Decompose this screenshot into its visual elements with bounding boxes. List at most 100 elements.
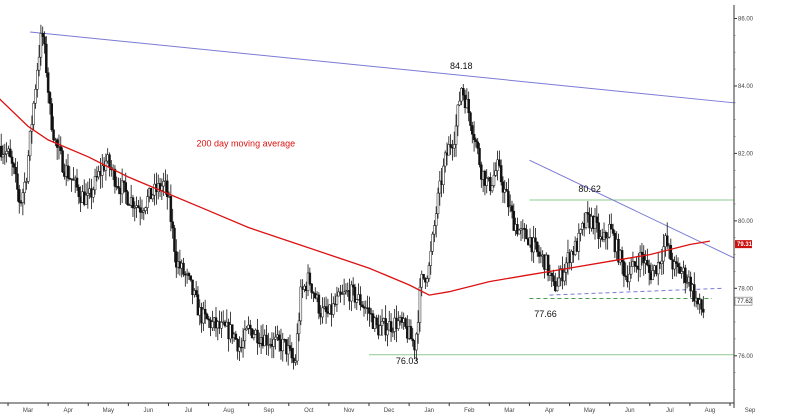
short-term-resistance — [529, 159, 735, 259]
candle — [427, 262, 431, 282]
candle — [288, 334, 292, 352]
candle — [86, 181, 90, 209]
y-axis: 86.00 84.00 82.00 80.00 78.00 76.00 79.31 77.62 — [734, 16, 754, 390]
candle — [43, 31, 46, 54]
candle — [610, 213, 613, 230]
candle — [534, 227, 537, 250]
long-term-resistance — [30, 31, 735, 104]
candle — [292, 347, 295, 370]
candle — [144, 206, 147, 215]
candle — [175, 239, 178, 278]
moving-average: 200 day moving average — [0, 97, 711, 296]
candle — [220, 311, 223, 339]
candle — [243, 320, 247, 349]
candle — [133, 201, 137, 222]
candle — [12, 161, 16, 175]
candle — [505, 181, 508, 192]
x-tick-label: Sep — [263, 408, 274, 414]
candle — [680, 266, 683, 279]
candle — [454, 114, 458, 157]
candle — [525, 224, 528, 240]
candle — [25, 177, 28, 190]
candle — [205, 312, 209, 320]
candle — [126, 189, 129, 206]
candle — [140, 199, 144, 220]
candle — [194, 281, 198, 298]
candle — [586, 201, 590, 223]
candle — [646, 248, 649, 267]
candle — [416, 310, 420, 344]
candle — [45, 36, 48, 78]
candle — [332, 296, 335, 318]
candle — [433, 220, 436, 243]
candle — [492, 162, 496, 188]
candle — [656, 252, 660, 286]
candle — [339, 284, 342, 303]
candle — [265, 324, 268, 356]
candle — [23, 172, 26, 205]
x-tick-label: Jan — [424, 408, 434, 414]
candle — [342, 278, 346, 306]
candle — [131, 194, 135, 218]
candle — [552, 269, 555, 287]
price-annotation: 77.66 — [534, 309, 557, 319]
candle — [294, 354, 297, 366]
candle — [28, 130, 32, 161]
candle — [651, 264, 655, 281]
candle — [684, 264, 687, 294]
x-tick-label: Jun — [625, 408, 635, 414]
candle — [34, 84, 37, 109]
candle — [50, 98, 53, 132]
candle — [685, 274, 689, 289]
candle — [640, 242, 644, 266]
candle — [629, 257, 633, 279]
candle — [665, 222, 669, 249]
candle — [570, 249, 573, 271]
candle — [425, 275, 429, 287]
candle — [532, 225, 535, 263]
candle — [608, 214, 611, 239]
candle — [702, 296, 705, 319]
candle — [539, 247, 543, 264]
candle — [5, 142, 8, 163]
x-tick-label: Aug — [705, 408, 716, 414]
x-tick-label: Jul — [185, 408, 193, 414]
candle — [84, 183, 88, 205]
candle — [507, 178, 510, 216]
candle — [604, 230, 608, 250]
candle — [452, 131, 456, 158]
candle — [207, 315, 211, 328]
candle — [317, 292, 321, 320]
x-tick-label: Dec — [384, 408, 395, 414]
candle — [324, 296, 328, 324]
candle — [498, 150, 501, 168]
candle — [462, 84, 465, 101]
candle — [335, 286, 339, 313]
candle — [203, 299, 207, 324]
candle — [312, 291, 315, 302]
x-tick-label: Jul — [666, 408, 674, 414]
candle — [196, 286, 200, 316]
candle — [622, 258, 626, 288]
candle — [676, 257, 680, 274]
candle — [41, 26, 44, 47]
candle — [281, 332, 285, 362]
candle — [673, 256, 676, 277]
candle — [238, 336, 241, 361]
candle — [431, 231, 434, 256]
candle — [1, 144, 5, 165]
candle — [375, 314, 378, 329]
price-annotation: 84.18 — [450, 61, 473, 71]
candle — [499, 159, 503, 186]
candle — [584, 211, 588, 230]
candle — [160, 178, 164, 201]
candle — [37, 44, 41, 77]
candle — [18, 184, 21, 214]
candle — [202, 301, 205, 331]
candle — [595, 205, 599, 233]
candle — [21, 188, 25, 216]
candle — [467, 91, 470, 122]
svg-text:79.31: 79.31 — [737, 242, 753, 248]
candle — [182, 257, 185, 277]
